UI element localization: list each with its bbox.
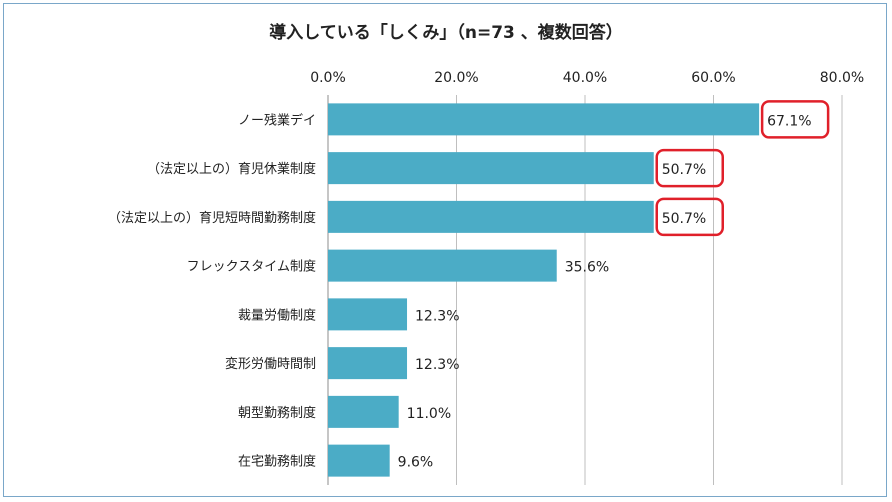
bar bbox=[328, 103, 760, 136]
data-label: 67.1% bbox=[767, 113, 811, 129]
x-tick-label: 40.0% bbox=[563, 70, 607, 86]
data-label: 12.3% bbox=[415, 357, 459, 373]
data-label: 50.7% bbox=[662, 211, 706, 227]
x-tick-label: 20.0% bbox=[434, 70, 478, 86]
bar bbox=[328, 152, 654, 185]
chart-title: 導入している「しくみ」（n=73 、複数回答） bbox=[269, 23, 623, 43]
x-tick-label: 60.0% bbox=[691, 70, 735, 86]
category-label: 朝型勤務制度 bbox=[238, 405, 316, 421]
bar bbox=[328, 249, 557, 282]
bar bbox=[328, 395, 399, 428]
data-label: 9.6% bbox=[398, 455, 434, 471]
data-label: 12.3% bbox=[415, 308, 459, 324]
bar bbox=[328, 347, 408, 380]
category-label: 在宅勤務制度 bbox=[238, 454, 316, 470]
x-tick-label: 0.0% bbox=[310, 70, 346, 86]
data-label: 35.6% bbox=[565, 260, 609, 276]
x-tick-label: 80.0% bbox=[820, 70, 864, 86]
category-label: フレックスタイム制度 bbox=[187, 259, 316, 275]
category-label: 裁量労働制度 bbox=[238, 307, 316, 323]
data-label: 50.7% bbox=[662, 162, 706, 178]
category-label: ノー残業デイ bbox=[238, 112, 316, 128]
category-label: 変形労働時間制 bbox=[225, 356, 316, 372]
category-label: （法定以上の）育児短時間勤務制度 bbox=[108, 210, 316, 226]
category-label: （法定以上の）育児休業制度 bbox=[147, 161, 316, 177]
bar bbox=[328, 444, 390, 477]
highlight-box bbox=[760, 100, 830, 139]
bar bbox=[328, 298, 408, 331]
bar bbox=[328, 200, 654, 233]
highlight-box bbox=[655, 197, 724, 237]
data-label: 11.0% bbox=[407, 406, 451, 422]
highlight-box bbox=[655, 148, 724, 188]
